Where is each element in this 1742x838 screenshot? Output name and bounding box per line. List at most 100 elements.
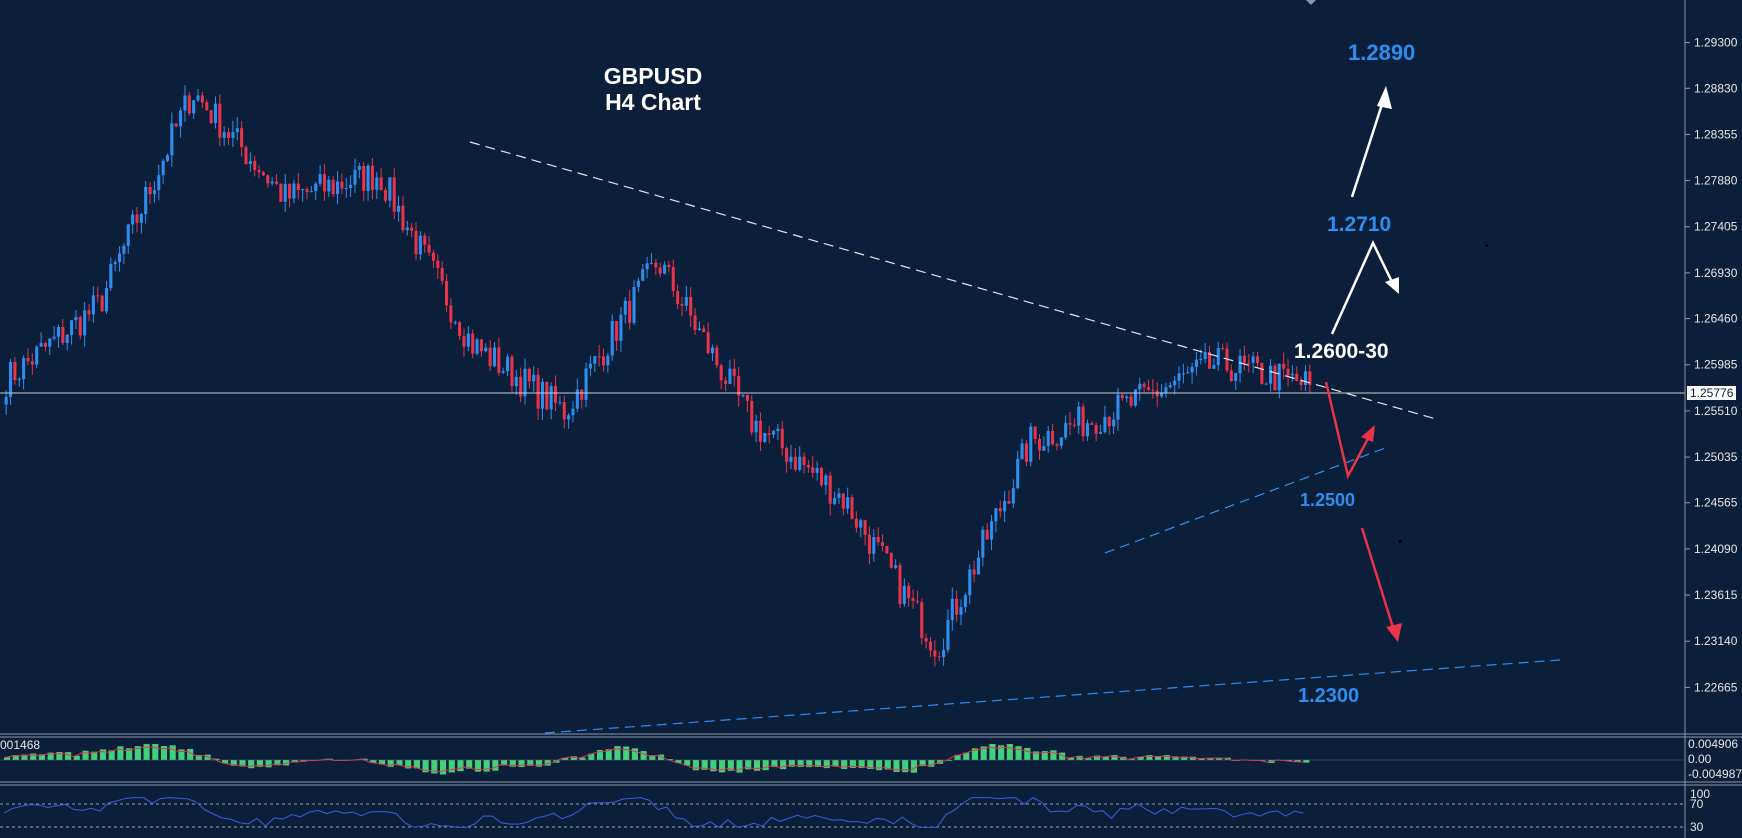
candle-body xyxy=(301,189,305,191)
candle-body xyxy=(1090,423,1094,425)
macd-bar xyxy=(780,760,787,770)
candle-body xyxy=(606,355,610,366)
macd-bar xyxy=(675,760,682,763)
candle-body xyxy=(737,375,741,396)
candle-body xyxy=(772,431,776,435)
macd-bar xyxy=(753,760,761,771)
macd-bar xyxy=(1102,756,1109,760)
macd-bar xyxy=(1259,760,1266,761)
candle-body xyxy=(261,172,265,176)
candle-body xyxy=(418,235,422,255)
candle-body xyxy=(976,557,980,575)
macd-bar xyxy=(631,748,638,760)
candle-body xyxy=(331,179,335,195)
macd-bar xyxy=(867,760,874,770)
candle-body xyxy=(1173,380,1177,386)
candle-body xyxy=(819,467,824,486)
macd-bar xyxy=(692,760,699,771)
candle-body xyxy=(305,189,309,192)
candle-body xyxy=(131,214,135,225)
candle-body xyxy=(213,103,217,124)
candle-body xyxy=(1277,363,1281,391)
macd-bar xyxy=(1207,757,1214,760)
candle-body xyxy=(898,565,902,604)
candle-body xyxy=(231,132,235,138)
candle-body xyxy=(955,598,959,615)
candle-body xyxy=(889,553,893,568)
candle-body xyxy=(462,336,466,347)
candle-body xyxy=(1251,356,1255,363)
candle-body xyxy=(1046,431,1050,446)
macd-bar xyxy=(160,746,168,760)
candle-body xyxy=(288,183,292,199)
candle-body xyxy=(152,190,156,195)
candle-body xyxy=(990,521,994,540)
candle-body xyxy=(780,428,784,449)
candle-body xyxy=(968,569,972,596)
candle-body xyxy=(920,601,924,639)
candle-body xyxy=(431,252,435,261)
candle-body xyxy=(205,102,209,111)
macd-bar xyxy=(902,760,909,773)
candle-body xyxy=(13,361,17,380)
candle-body xyxy=(1260,363,1264,384)
bull-path-arrow-mid xyxy=(1330,240,1396,335)
macd-bar xyxy=(1155,755,1162,760)
candle-body xyxy=(1120,394,1124,399)
candle-body xyxy=(1016,458,1020,489)
price-axis-label: 1.24565 xyxy=(1694,496,1738,510)
candle-body xyxy=(196,95,200,101)
candle-body xyxy=(745,394,749,401)
candle-body xyxy=(915,600,919,602)
candle-body xyxy=(1181,373,1185,375)
macd-bar xyxy=(283,760,290,766)
macd-bar xyxy=(884,760,891,770)
candle-body xyxy=(1059,437,1063,446)
macd-bar xyxy=(239,760,246,767)
support-2-label: 1.2300 xyxy=(1298,685,1360,707)
macd-bar xyxy=(570,756,577,760)
candle-body xyxy=(859,520,863,528)
candle-body xyxy=(549,385,553,410)
price-axis-label: 1.27880 xyxy=(1694,174,1738,188)
macd-axis-zero: 0.00 xyxy=(1688,752,1712,766)
candle-body xyxy=(671,267,675,291)
candle-body xyxy=(567,415,571,420)
macd-bar xyxy=(248,760,255,769)
candle-body xyxy=(994,508,998,522)
candle-body xyxy=(479,339,483,352)
candle-body xyxy=(833,498,837,504)
candle-body xyxy=(588,363,592,369)
candle-body xyxy=(414,230,418,255)
candle-body xyxy=(963,595,967,608)
candle-body xyxy=(1168,385,1172,388)
macd-bar xyxy=(605,749,612,760)
macd-bar xyxy=(187,748,194,760)
candle-body xyxy=(1064,423,1068,438)
price-axis-label: 1.25510 xyxy=(1694,404,1738,418)
candle-body xyxy=(876,536,880,543)
rsi-axis-30: 30 xyxy=(1690,820,1704,834)
candle-body xyxy=(754,420,758,433)
macd-bar xyxy=(134,746,141,760)
bear-path-arrow-down xyxy=(1360,527,1397,635)
candle-body xyxy=(911,598,915,601)
candle-body xyxy=(397,205,401,212)
candle-body xyxy=(1282,363,1286,369)
candle-body xyxy=(998,508,1002,512)
candle-body xyxy=(562,402,566,420)
candle-body xyxy=(488,347,492,367)
candle-body xyxy=(17,379,21,381)
candle-body xyxy=(253,160,257,171)
candle-body xyxy=(314,183,318,192)
candle-body xyxy=(854,518,858,528)
chart-title-timeframe: H4 Chart xyxy=(605,89,701,115)
candle-body xyxy=(928,641,933,651)
candle-body xyxy=(56,326,61,337)
candle-body xyxy=(309,191,313,193)
candle-body xyxy=(584,368,588,400)
candle-body xyxy=(942,649,946,658)
macd-bar xyxy=(1128,759,1135,760)
candle-body xyxy=(440,267,444,281)
candle-body xyxy=(471,333,475,354)
